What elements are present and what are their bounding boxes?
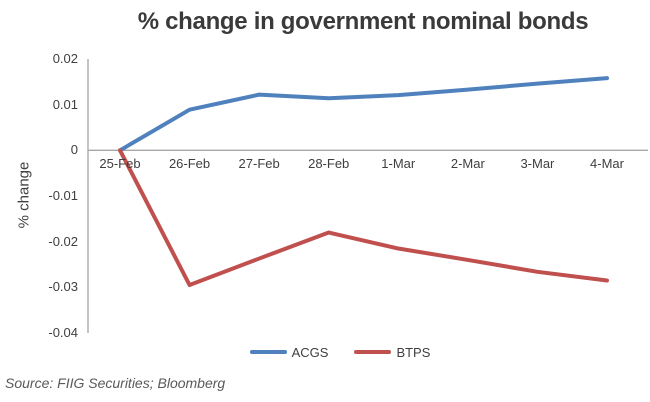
source-note: Source: FIIG Securities; Bloomberg bbox=[5, 375, 226, 391]
x-category-label: 3-Mar bbox=[520, 156, 555, 171]
series-line-btps bbox=[118, 148, 609, 288]
chart-title: % change in government nominal bonds bbox=[137, 8, 589, 35]
legend-item-acgs: ACGS bbox=[249, 344, 329, 360]
legend-label: ACGS bbox=[291, 344, 329, 360]
x-category-label: 4-Mar bbox=[590, 156, 624, 171]
y-tick-label: 0.01 bbox=[52, 96, 78, 112]
legend: ACGS BTPS bbox=[30, 344, 650, 360]
x-category-label: 26-Feb bbox=[168, 156, 211, 171]
y-tick-label: -0.04 bbox=[48, 325, 78, 340]
legend-label: BTPS bbox=[396, 344, 431, 360]
x-category-label: 27-Feb bbox=[238, 156, 280, 171]
x-category-label: 28-Feb bbox=[308, 156, 350, 171]
legend-swatch-btps bbox=[354, 349, 392, 355]
legend-swatch-acgs bbox=[249, 349, 287, 355]
y-tick-label: -0.01 bbox=[48, 188, 78, 203]
series-line-acgs bbox=[118, 76, 609, 153]
y-tick-label: -0.02 bbox=[48, 233, 78, 249]
legend-item-btps: BTPS bbox=[354, 345, 430, 360]
y-tick-label: 0.02 bbox=[52, 51, 78, 66]
x-category-label: 25-Feb bbox=[99, 156, 141, 171]
x-category-label: 1-Mar bbox=[381, 156, 416, 171]
y-tick-label: -0.03 bbox=[48, 279, 78, 295]
x-category-label: 2-Mar bbox=[450, 156, 485, 171]
y-tick-label: 0 bbox=[70, 142, 78, 158]
